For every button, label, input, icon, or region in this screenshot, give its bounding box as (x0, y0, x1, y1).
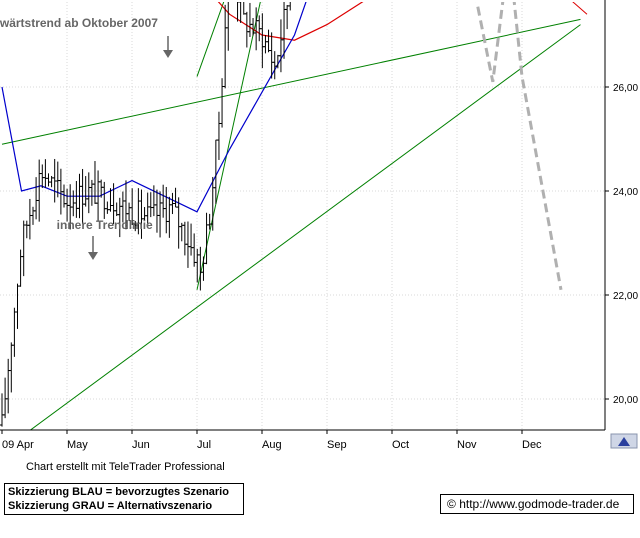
blue-moving-average (1, 2, 307, 213)
y-tick-label: 20,00 (613, 395, 638, 406)
x-tick-label: Jun (132, 439, 150, 451)
green-trendline (196, 2, 261, 290)
x-tick-label: Sep (327, 439, 347, 451)
y-tick-label: 22,00 (613, 291, 638, 302)
source-url[interactable]: http://www.godmode-trader.de (459, 497, 620, 511)
x-tick-label: Dec (522, 439, 542, 451)
price-chart: 38,0036,0034,0032,0030,0028,0026,0024,00… (0, 0, 638, 451)
chart-credit: Chart erstellt mit TeleTrader Profession… (26, 461, 225, 473)
x-tick-label: 09 Apr (2, 439, 34, 451)
chart-settings-glyph (618, 437, 630, 446)
green-trendline (29, 24, 581, 430)
y-tick-label: 26,00 (613, 83, 638, 94)
annotation-downtrend: Abwärtstrend ab Oktober 2007 (0, 16, 158, 30)
scenario-legend: Skizzierung BLAU = bevorzugtes Szenario … (4, 483, 244, 515)
annotation-inner-trendline: innere Trendlinie (57, 218, 153, 232)
y-tick-label: 24,00 (613, 187, 638, 198)
annotation-arrow-head (163, 50, 173, 58)
x-tick-label: May (67, 439, 88, 451)
plot-area (0, 2, 605, 430)
x-tick-label: Oct (392, 439, 409, 451)
plot-content (0, 2, 588, 430)
x-tick-label: Aug (262, 439, 282, 451)
x-tick-label: Nov (457, 439, 477, 451)
grey-scenario-path (475, 2, 563, 291)
copyright-icon: © (447, 497, 456, 511)
x-tick-label: Jul (197, 439, 211, 451)
copyright-box[interactable]: © http://www.godmode-trader.de (440, 494, 634, 514)
legend-blue-scenario: Skizzierung BLAU = bevorzugtes Szenario (8, 486, 229, 498)
annotation-arrow-head-2 (88, 252, 98, 260)
legend-grey-scenario: Skizzierung GRAU = Alternativszenario (8, 500, 213, 512)
